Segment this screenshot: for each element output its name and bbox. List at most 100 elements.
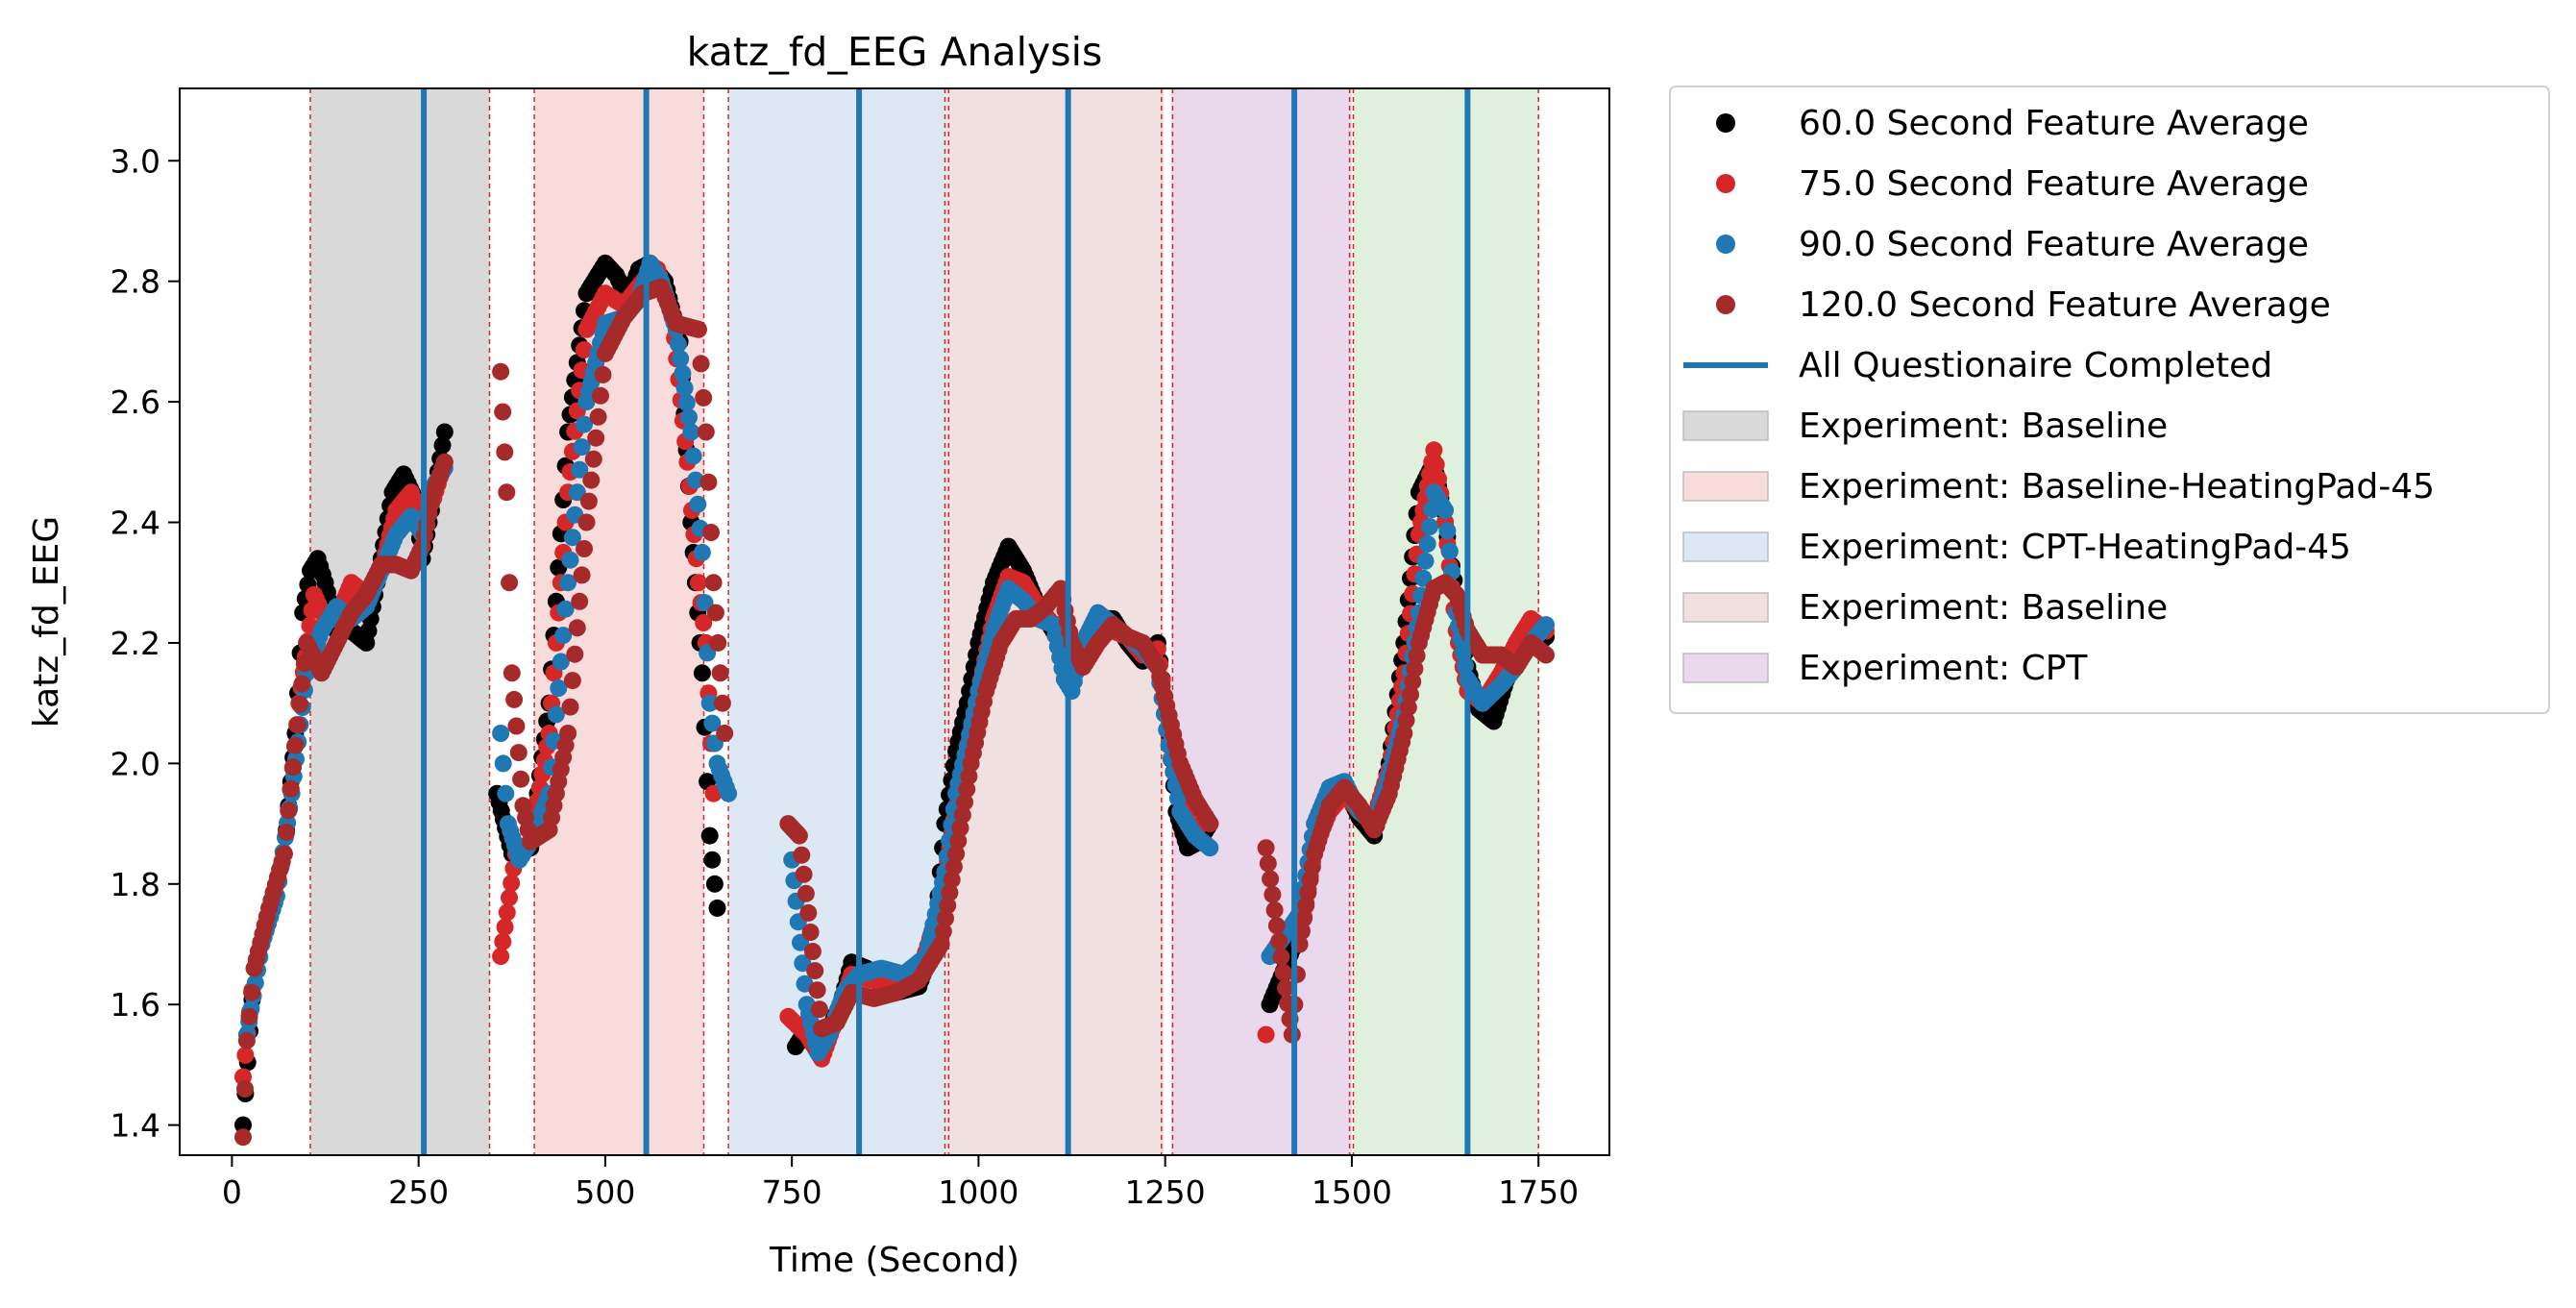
x-tick-label: 1000: [938, 1173, 1018, 1211]
data-point: [949, 832, 968, 850]
legend-label: Experiment: CPT: [1799, 649, 2088, 688]
data-point: [720, 784, 738, 802]
x-tick-label: 1500: [1312, 1173, 1392, 1211]
data-point: [234, 1116, 252, 1134]
data-point: [286, 736, 305, 754]
data-point: [708, 899, 726, 917]
data-point: [293, 675, 311, 693]
data-point: [690, 320, 707, 338]
legend-item: 60.0 Second Feature Average: [1716, 104, 2309, 143]
plot-frame: [179, 87, 1610, 1156]
legend-label: Experiment: CPT-HeatingPad-45: [1799, 528, 2351, 567]
legend-item: Experiment: Baseline-HeatingPad-45: [1682, 467, 2435, 506]
data-point: [675, 379, 694, 397]
data-point: [1301, 871, 1319, 889]
data-point: [576, 341, 593, 358]
data-point: [589, 407, 607, 426]
data-point: [695, 388, 713, 407]
data-point: [1274, 963, 1292, 981]
data-point: [693, 664, 711, 682]
data-point: [550, 679, 568, 697]
experiment-regions: [309, 88, 1539, 1155]
data-point: [587, 429, 605, 447]
data-point: [700, 827, 719, 845]
data-point: [689, 495, 707, 513]
data-point: [711, 664, 729, 682]
data-point: [577, 513, 596, 531]
data-point: [1299, 883, 1317, 901]
data-point: [288, 716, 307, 734]
data-point: [501, 889, 518, 907]
data-point: [496, 443, 514, 461]
data-point: [677, 394, 696, 411]
data-point: [939, 897, 957, 915]
y-tick-label: 1.8: [110, 866, 160, 903]
data-point: [280, 802, 298, 820]
y-tick-label: 2.6: [110, 383, 160, 421]
data-point: [958, 780, 976, 799]
data-point: [1397, 711, 1415, 729]
legend: 60.0 Second Feature Average 75.0 Second F…: [1669, 86, 2550, 714]
data-point: [705, 875, 724, 893]
series-points: [234, 278, 1555, 1147]
x-tick-label: 1250: [1125, 1173, 1206, 1211]
data-point: [584, 450, 602, 468]
experiment-region: [1170, 88, 1352, 1155]
y-tick-label: 1.6: [110, 986, 160, 1024]
data-point: [1262, 870, 1280, 888]
data-point: [703, 851, 722, 869]
legend-item: Experiment: Baseline: [1682, 407, 2168, 446]
data-point: [937, 909, 954, 927]
y-axis-ticks: 1.4 1.6 1.8 2.0 2.2 2.4 2.6 2.8 3.0: [110, 142, 180, 1145]
legend-patch-swatch: [1682, 531, 1769, 562]
data-point: [291, 695, 309, 713]
data-point: [573, 438, 591, 457]
plot-area: [179, 87, 1610, 1156]
legend-label: 120.0 Second Feature Average: [1799, 285, 2331, 325]
y-tick-label: 2.4: [110, 505, 160, 542]
data-point: [1537, 616, 1555, 634]
legend-marker: [1716, 174, 1735, 193]
data-point: [794, 954, 812, 973]
data-point: [1438, 522, 1457, 540]
data-point: [509, 744, 527, 762]
data-point: [695, 614, 713, 631]
data-point: [716, 725, 734, 742]
data-point: [1440, 542, 1459, 560]
data-point: [790, 827, 808, 845]
x-tick-label: 500: [575, 1173, 635, 1211]
data-point: [680, 408, 698, 427]
x-tick-label: 0: [222, 1173, 242, 1211]
data-point: [498, 483, 516, 502]
data-point: [566, 645, 584, 663]
data-point: [795, 865, 813, 883]
data-point: [706, 604, 724, 622]
data-point: [282, 779, 300, 798]
data-point: [1168, 789, 1187, 807]
data-point: [674, 364, 692, 383]
data-point: [501, 574, 519, 592]
legend-label: Experiment: Baseline-HeatingPad-45: [1799, 467, 2435, 506]
data-point: [1421, 518, 1438, 535]
data-point: [496, 918, 514, 936]
data-point: [1265, 901, 1284, 919]
data-point: [669, 335, 687, 354]
data-point: [700, 694, 719, 712]
chart-title: katz_fd_EEG Analysis: [687, 29, 1103, 75]
data-point: [561, 551, 579, 569]
data-point: [713, 694, 731, 712]
data-point: [1436, 502, 1455, 519]
data-point: [1416, 552, 1435, 570]
experiment-region: [534, 88, 704, 1155]
data-point: [672, 350, 690, 368]
legend-patch-swatch: [1682, 653, 1769, 683]
data-point: [1270, 932, 1288, 950]
data-point: [494, 932, 512, 950]
y-tick-label: 2.8: [110, 263, 160, 301]
y-tick-label: 1.4: [110, 1107, 160, 1145]
questionnaire-lines: [421, 88, 1471, 1155]
data-point: [693, 543, 711, 561]
data-point: [934, 923, 952, 941]
data-point: [960, 767, 978, 785]
